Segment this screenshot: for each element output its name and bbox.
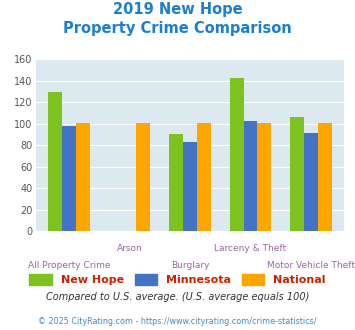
Bar bbox=[48, 91, 62, 231]
Bar bbox=[290, 117, 304, 231]
Bar bbox=[304, 133, 318, 231]
Bar bbox=[197, 123, 211, 231]
Legend: New Hope, Minnesota, National: New Hope, Minnesota, National bbox=[25, 270, 330, 290]
Text: Motor Vehicle Theft: Motor Vehicle Theft bbox=[267, 261, 355, 270]
Bar bbox=[183, 142, 197, 231]
Text: Burglary: Burglary bbox=[171, 261, 209, 270]
Text: Property Crime Comparison: Property Crime Comparison bbox=[63, 21, 292, 36]
Bar bbox=[136, 123, 150, 231]
Bar bbox=[244, 120, 257, 231]
Text: All Property Crime: All Property Crime bbox=[28, 261, 110, 270]
Text: Larceny & Theft: Larceny & Theft bbox=[214, 244, 286, 253]
Text: Arson: Arson bbox=[116, 244, 142, 253]
Text: © 2025 CityRating.com - https://www.cityrating.com/crime-statistics/: © 2025 CityRating.com - https://www.city… bbox=[38, 317, 317, 326]
Bar bbox=[76, 123, 90, 231]
Bar bbox=[257, 123, 271, 231]
Bar bbox=[62, 126, 76, 231]
Bar bbox=[318, 123, 332, 231]
Text: 2019 New Hope: 2019 New Hope bbox=[113, 2, 242, 16]
Bar bbox=[169, 134, 183, 231]
Text: Compared to U.S. average. (U.S. average equals 100): Compared to U.S. average. (U.S. average … bbox=[46, 292, 309, 302]
Bar bbox=[230, 78, 244, 231]
